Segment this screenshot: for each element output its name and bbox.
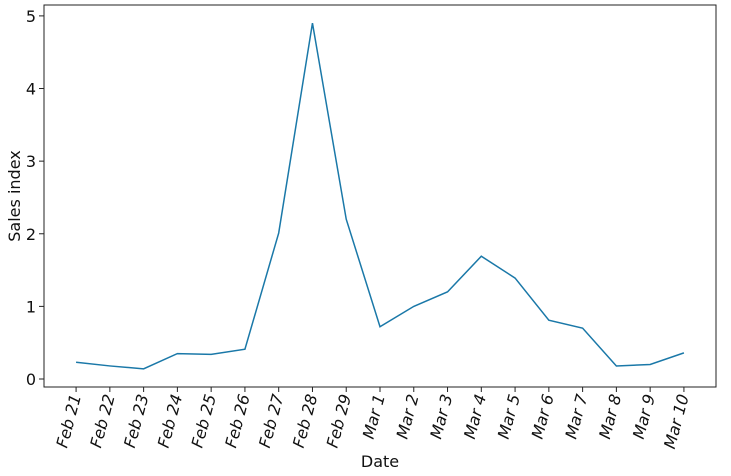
y-axis-label: Sales index [5, 150, 24, 241]
x-tick-label: Feb 27 [255, 391, 288, 449]
x-tick-label: Feb 24 [154, 392, 186, 450]
x-tick-label: Mar 4 [460, 392, 490, 441]
y-tick-label: 5 [26, 7, 36, 26]
y-tick-label: 4 [26, 80, 36, 99]
line [76, 23, 685, 370]
x-tick-label: Mar 3 [426, 392, 456, 441]
x-tick-label: Feb 21 [52, 392, 84, 450]
y-tick-label: 0 [26, 370, 36, 389]
x-tick-label: Mar 10 [660, 392, 693, 451]
x-tick-label: Feb 23 [120, 392, 152, 450]
x-axis-label: Date [361, 452, 399, 471]
x-tick-label: Mar 5 [494, 392, 524, 441]
x-tick-label: Feb 29 [323, 392, 355, 450]
x-tick-label: Feb 26 [221, 392, 253, 450]
x-tick-label: Mar 9 [629, 392, 659, 441]
x-tick-label: Mar 8 [595, 392, 625, 441]
x-tick-label: Mar 2 [393, 392, 423, 441]
x-tick-label: Feb 25 [188, 392, 220, 450]
x-tick-label: Mar 6 [528, 392, 558, 441]
y-tick-label: 1 [26, 297, 36, 316]
plot-frame [43, 4, 717, 388]
y-tick-label: 3 [26, 152, 36, 171]
x-tick-label: Feb 28 [289, 392, 321, 450]
x-tick-label: Feb 22 [86, 392, 118, 450]
x-tick-label: Mar 1 [359, 392, 389, 441]
x-tick-label: Mar 7 [561, 391, 591, 441]
y-tick-label: 2 [26, 225, 36, 244]
